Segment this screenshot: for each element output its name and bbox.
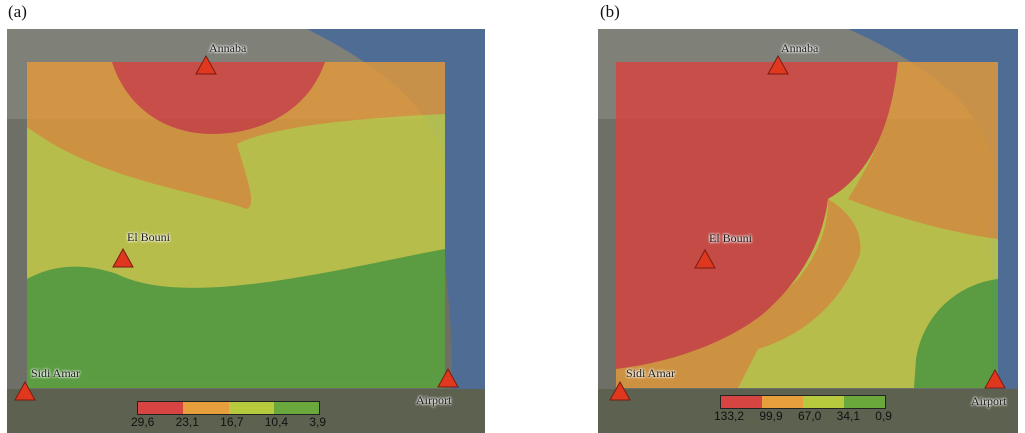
station-marker-icon (437, 368, 459, 388)
legend-ticks: 133,2 99,9 67,0 34,1 0,9 (714, 409, 892, 423)
legend-tick: 23,1 (175, 415, 199, 429)
legend-swatch-green (844, 396, 885, 408)
station-label: Sidi Amar (31, 366, 81, 380)
station-label: El Bouni (127, 230, 171, 244)
legend-swatch-red (721, 396, 762, 408)
station-marker-icon (195, 55, 217, 75)
legend-tick: 67,0 (797, 409, 822, 423)
map-panel-b: Annaba El Bouni Sidi Amar Airport 133,2 … (598, 29, 1018, 433)
legend-ticks: 29,6 23,1 16,7 10,4 3,9 (131, 415, 326, 429)
station-marker-icon (984, 369, 1006, 389)
map-panel-a: Annaba El Bouni Sidi Amar Airport 29,6 2… (7, 29, 485, 433)
station-marker-icon (694, 249, 716, 269)
map-b-canvas (598, 29, 1018, 433)
legend-tick: 34,1 (836, 409, 860, 423)
panel-b-label: (b) (600, 2, 620, 21)
zone-red (616, 62, 898, 369)
zone-orange (27, 62, 445, 209)
zone-orange-east (848, 62, 998, 239)
zone-red (112, 62, 325, 134)
station-label: Airport (416, 393, 452, 407)
legend-swatch-green (273, 402, 319, 414)
zone-green (914, 279, 998, 388)
legend-swatch-yellow (803, 396, 844, 408)
map-a-canvas (7, 29, 485, 433)
station-label: Airport (971, 394, 1007, 408)
interpolation-zones (27, 62, 445, 388)
legend-tick: 99,9 (759, 409, 783, 423)
legend-tick: 0,9 (875, 409, 892, 423)
legend-color-bar (137, 401, 320, 415)
station-marker-icon (14, 381, 36, 401)
station-label: Sidi Amar (626, 366, 676, 380)
station-label: Annaba (781, 41, 819, 55)
legend-tick: 3,9 (309, 415, 326, 429)
legend-tick: 10,4 (264, 415, 289, 429)
station-label: El Bouni (709, 231, 753, 245)
legend-swatch-red (138, 402, 184, 414)
interpolation-zones (616, 62, 998, 388)
legend-tick: 133,2 (714, 409, 745, 423)
legend-tick: 16,7 (220, 415, 244, 429)
station-marker-icon (112, 248, 134, 268)
station-marker-icon (767, 55, 789, 75)
legend-color-bar (720, 395, 886, 409)
station-label: Annaba (209, 41, 247, 55)
station-marker-icon (609, 381, 631, 401)
legend-swatch-yellow (228, 402, 274, 414)
zone-orange-south (616, 199, 861, 388)
legend-swatch-orange (183, 402, 229, 414)
legend-tick: 29,6 (131, 415, 155, 429)
panel-a-label: (a) (8, 2, 27, 21)
legend-swatch-orange (762, 396, 803, 408)
